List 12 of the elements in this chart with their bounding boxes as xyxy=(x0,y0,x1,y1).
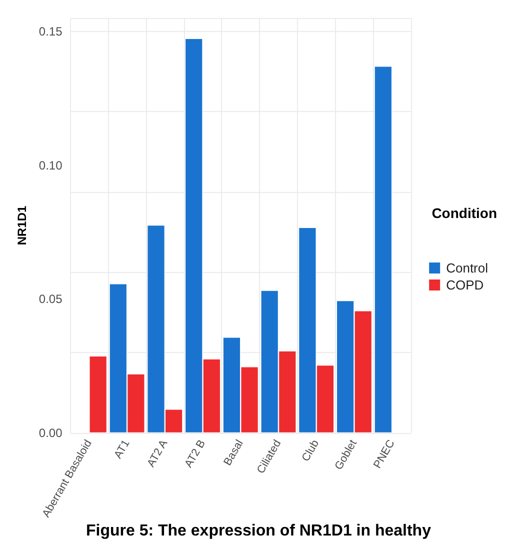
y-tick-label: 0.00 xyxy=(38,426,63,440)
bar xyxy=(374,66,392,433)
legend-label: Control xyxy=(446,260,488,276)
legend-label: COPD xyxy=(446,278,484,292)
y-axis-title: NR1D1 xyxy=(15,206,29,246)
y-tick-label: 0.10 xyxy=(38,158,63,172)
legend-title: Condition xyxy=(432,205,497,221)
x-tick-label: AT1 xyxy=(112,438,132,461)
caption: Figure 5: The expression of NR1D1 in healthy xyxy=(86,522,432,540)
y-tick-label: 0.05 xyxy=(38,292,63,306)
bar xyxy=(89,356,107,433)
y-tick-label: 0.15 xyxy=(38,24,63,38)
